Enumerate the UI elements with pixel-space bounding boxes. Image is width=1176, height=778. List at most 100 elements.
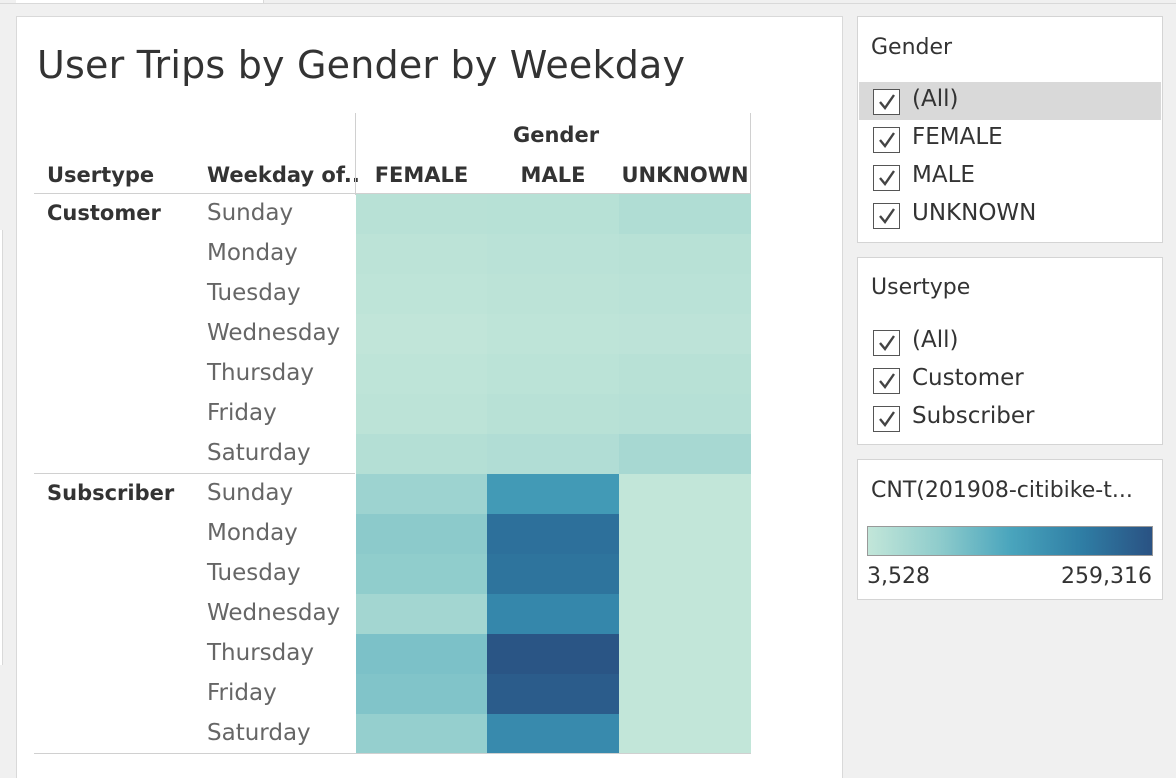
weekday-label: Saturday bbox=[207, 720, 311, 746]
usertype-filter-label: Subscriber bbox=[912, 403, 1035, 429]
column-header-unknown: UNKNOWN bbox=[621, 163, 749, 187]
weekday-label: Tuesday bbox=[207, 280, 301, 306]
heatmap-cell-subscriber-friday-unknown[interactable] bbox=[619, 674, 751, 714]
heatmap-cell-customer-tuesday-male[interactable] bbox=[487, 274, 619, 314]
heatmap-cell-subscriber-thursday-male[interactable] bbox=[487, 634, 619, 674]
checkbox[interactable] bbox=[873, 89, 900, 115]
usertype-filter-item-all[interactable]: (All) bbox=[859, 323, 1161, 361]
gender-filter-item-all[interactable]: (All) bbox=[859, 82, 1161, 120]
gender-filter-item-male[interactable]: MALE bbox=[859, 158, 1161, 196]
heatmap-cell-customer-saturday-female[interactable] bbox=[356, 434, 487, 474]
heatmap-cell-subscriber-monday-unknown[interactable] bbox=[619, 514, 751, 554]
heatmap-cell-customer-friday-female[interactable] bbox=[356, 394, 487, 434]
checkbox[interactable] bbox=[873, 127, 900, 153]
heatmap-cell-customer-monday-female[interactable] bbox=[356, 234, 487, 274]
gender-filter-item-female[interactable]: FEMALE bbox=[859, 120, 1161, 158]
header-divider-left bbox=[355, 113, 356, 195]
usertype-filter-item-customer[interactable]: Customer bbox=[859, 361, 1161, 399]
heatmap-cell-customer-thursday-unknown[interactable] bbox=[619, 354, 751, 394]
checkmark-icon bbox=[879, 373, 895, 389]
color-legend-max: 259,316 bbox=[1061, 564, 1152, 589]
weekday-label: Saturday bbox=[207, 440, 311, 466]
weekday-label: Friday bbox=[207, 400, 277, 426]
heatmap-cell-subscriber-tuesday-male[interactable] bbox=[487, 554, 619, 594]
group-divider bbox=[34, 473, 355, 474]
heatmap-cell-customer-saturday-male[interactable] bbox=[487, 434, 619, 474]
heatmap-cell-customer-friday-unknown[interactable] bbox=[619, 394, 751, 434]
heatmap-cell-subscriber-saturday-unknown[interactable] bbox=[619, 714, 751, 753]
checkbox[interactable] bbox=[873, 368, 900, 394]
color-legend-bar bbox=[867, 526, 1153, 556]
color-legend-title: CNT(201908-citibike-t... bbox=[871, 478, 1133, 503]
heatmap-cell-customer-tuesday-unknown[interactable] bbox=[619, 274, 751, 314]
heatmap-cell-subscriber-thursday-unknown[interactable] bbox=[619, 634, 751, 674]
heatmap-cell-subscriber-friday-male[interactable] bbox=[487, 674, 619, 714]
usertype-filter-title: Usertype bbox=[871, 275, 971, 300]
weekday-label: Monday bbox=[207, 520, 298, 546]
checkbox[interactable] bbox=[873, 330, 900, 356]
gender-filter-label: MALE bbox=[912, 162, 975, 188]
heatmap-cell-customer-wednesday-male[interactable] bbox=[487, 314, 619, 354]
left-edge-panel bbox=[0, 230, 3, 665]
heatmap-cell-subscriber-monday-male[interactable] bbox=[487, 514, 619, 554]
usertype-filter-item-subscriber[interactable]: Subscriber bbox=[859, 399, 1161, 437]
heatmap-cell-subscriber-sunday-unknown[interactable] bbox=[619, 474, 751, 514]
heatmap-cell-subscriber-wednesday-unknown[interactable] bbox=[619, 594, 751, 634]
top-strip bbox=[0, 0, 1176, 4]
usertype-header: Usertype bbox=[47, 163, 155, 187]
heatmap-cell-subscriber-sunday-male[interactable] bbox=[487, 474, 619, 514]
heatmap-cell-customer-tuesday-female[interactable] bbox=[356, 274, 487, 314]
color-legend-panel: CNT(201908-citibike-t... 3,528 259,316 bbox=[857, 459, 1163, 600]
gender-header: Gender bbox=[513, 123, 600, 147]
heatmap-cell-customer-monday-male[interactable] bbox=[487, 234, 619, 274]
gender-filter-label: (All) bbox=[912, 86, 959, 112]
heatmap-cell-subscriber-wednesday-female[interactable] bbox=[356, 594, 487, 634]
column-header-male: MALE bbox=[520, 163, 586, 187]
checkmark-icon bbox=[879, 335, 895, 351]
weekday-label: Sunday bbox=[207, 480, 294, 506]
checkbox[interactable] bbox=[873, 165, 900, 191]
heatmap-cell-customer-sunday-unknown[interactable] bbox=[619, 194, 751, 234]
heatmap-cell-customer-wednesday-female[interactable] bbox=[356, 314, 487, 354]
weekday-label: Thursday bbox=[207, 360, 314, 386]
heatmap-cell-subscriber-saturday-male[interactable] bbox=[487, 714, 619, 753]
weekday-label: Monday bbox=[207, 240, 298, 266]
heatmap-cell-subscriber-saturday-female[interactable] bbox=[356, 714, 487, 753]
usertype-label-subscriber: Subscriber bbox=[47, 481, 175, 505]
heatmap-cell-customer-monday-unknown[interactable] bbox=[619, 234, 751, 274]
weekday-label: Thursday bbox=[207, 640, 314, 666]
header-divider-right bbox=[750, 113, 751, 195]
weekday-label: Tuesday bbox=[207, 560, 301, 586]
header-bottom-rule bbox=[34, 193, 751, 194]
checkmark-icon bbox=[879, 411, 895, 427]
heatmap-cell-subscriber-sunday-female[interactable] bbox=[356, 474, 487, 514]
heatmap-cell-customer-sunday-male[interactable] bbox=[487, 194, 619, 234]
checkmark-icon bbox=[879, 132, 895, 148]
table-bottom-rule bbox=[34, 753, 751, 754]
heatmap-cell-customer-saturday-unknown[interactable] bbox=[619, 434, 751, 474]
checkbox[interactable] bbox=[873, 203, 900, 229]
heatmap-cell-customer-wednesday-unknown[interactable] bbox=[619, 314, 751, 354]
weekday-label: Wednesday bbox=[207, 600, 341, 626]
gender-filter-item-unknown[interactable]: UNKNOWN bbox=[859, 196, 1161, 234]
checkbox[interactable] bbox=[873, 406, 900, 432]
heatmap-cell-subscriber-tuesday-unknown[interactable] bbox=[619, 554, 751, 594]
heatmap-cell-subscriber-tuesday-female[interactable] bbox=[356, 554, 487, 594]
heatmap-cell-subscriber-monday-female[interactable] bbox=[356, 514, 487, 554]
weekday-label: Sunday bbox=[207, 200, 294, 226]
top-tab[interactable] bbox=[16, 0, 264, 4]
weekday-label: Friday bbox=[207, 680, 277, 706]
heatmap-cell-customer-thursday-male[interactable] bbox=[487, 354, 619, 394]
usertype-filter-label: Customer bbox=[912, 365, 1024, 391]
chart-title: User Trips by Gender by Weekday bbox=[37, 43, 686, 87]
column-header-female: FEMALE bbox=[374, 163, 469, 187]
heatmap-cell-customer-thursday-female[interactable] bbox=[356, 354, 487, 394]
heatmap-cell-customer-friday-male[interactable] bbox=[487, 394, 619, 434]
heatmap-cell-subscriber-wednesday-male[interactable] bbox=[487, 594, 619, 634]
heatmap-cell-customer-sunday-female[interactable] bbox=[356, 194, 487, 234]
heatmap-cell-subscriber-friday-female[interactable] bbox=[356, 674, 487, 714]
checkmark-icon bbox=[879, 208, 895, 224]
heatmap-cell-subscriber-thursday-female[interactable] bbox=[356, 634, 487, 674]
usertype-filter-panel: Usertype (All) Customer Subscriber bbox=[857, 257, 1163, 445]
heatmap-grid bbox=[356, 194, 751, 753]
